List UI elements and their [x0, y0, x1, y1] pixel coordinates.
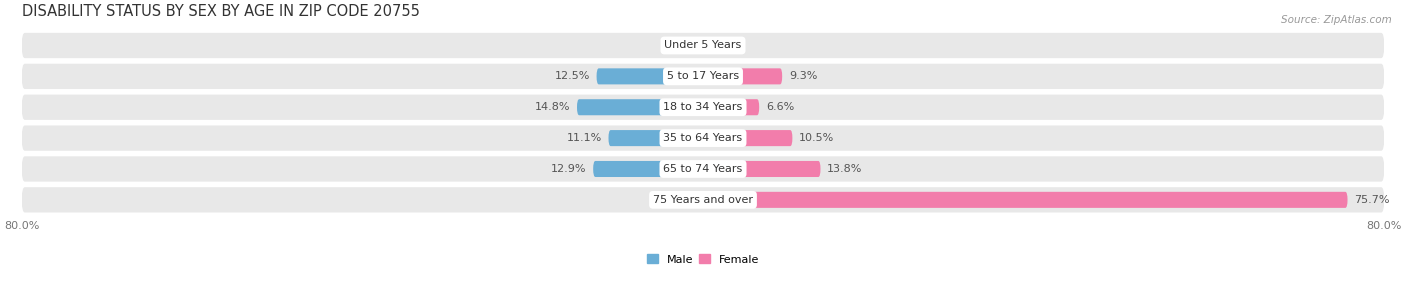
Text: 5 to 17 Years: 5 to 17 Years: [666, 71, 740, 81]
FancyBboxPatch shape: [576, 99, 703, 115]
Text: 6.6%: 6.6%: [766, 102, 794, 112]
FancyBboxPatch shape: [22, 95, 1384, 120]
FancyBboxPatch shape: [22, 156, 1384, 181]
FancyBboxPatch shape: [703, 68, 782, 85]
Text: 0.0%: 0.0%: [661, 40, 689, 50]
FancyBboxPatch shape: [593, 161, 703, 177]
FancyBboxPatch shape: [609, 130, 703, 146]
FancyBboxPatch shape: [703, 130, 793, 146]
Text: 75.7%: 75.7%: [1354, 195, 1391, 205]
Text: 12.9%: 12.9%: [551, 164, 586, 174]
Text: 12.5%: 12.5%: [554, 71, 589, 81]
Text: DISABILITY STATUS BY SEX BY AGE IN ZIP CODE 20755: DISABILITY STATUS BY SEX BY AGE IN ZIP C…: [22, 4, 420, 19]
Text: 0.0%: 0.0%: [717, 40, 745, 50]
Text: 75 Years and over: 75 Years and over: [652, 195, 754, 205]
Legend: Male, Female: Male, Female: [643, 250, 763, 269]
FancyBboxPatch shape: [22, 126, 1384, 151]
Text: 13.8%: 13.8%: [827, 164, 863, 174]
Text: 18 to 34 Years: 18 to 34 Years: [664, 102, 742, 112]
Text: 9.3%: 9.3%: [789, 71, 817, 81]
FancyBboxPatch shape: [596, 68, 703, 85]
Text: 35 to 64 Years: 35 to 64 Years: [664, 133, 742, 143]
FancyBboxPatch shape: [703, 192, 1347, 208]
FancyBboxPatch shape: [703, 99, 759, 115]
Text: Under 5 Years: Under 5 Years: [665, 40, 741, 50]
FancyBboxPatch shape: [703, 161, 821, 177]
Text: 11.1%: 11.1%: [567, 133, 602, 143]
FancyBboxPatch shape: [696, 37, 703, 54]
FancyBboxPatch shape: [22, 187, 1384, 212]
Text: 14.8%: 14.8%: [534, 102, 571, 112]
FancyBboxPatch shape: [22, 64, 1384, 89]
FancyBboxPatch shape: [22, 33, 1384, 58]
Text: Source: ZipAtlas.com: Source: ZipAtlas.com: [1281, 15, 1392, 25]
Text: 65 to 74 Years: 65 to 74 Years: [664, 164, 742, 174]
Text: 10.5%: 10.5%: [799, 133, 835, 143]
Text: 0.0%: 0.0%: [661, 195, 689, 205]
FancyBboxPatch shape: [696, 192, 703, 208]
FancyBboxPatch shape: [703, 37, 710, 54]
